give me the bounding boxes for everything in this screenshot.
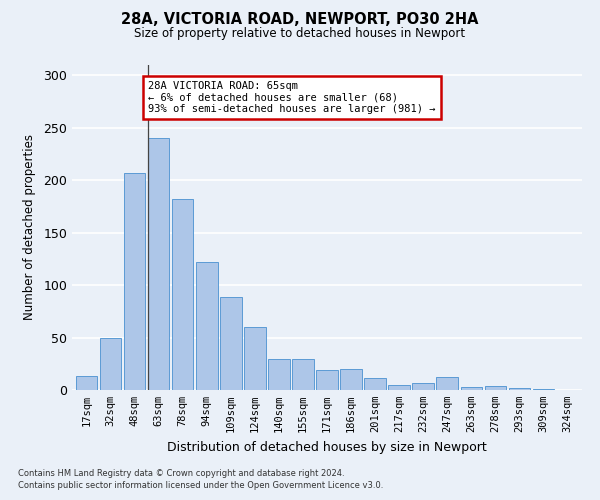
Bar [412,382,434,390]
Bar [100,338,121,390]
Bar [316,370,338,390]
Text: 28A VICTORIA ROAD: 65sqm
← 6% of detached houses are smaller (68)
93% of semi-de: 28A VICTORIA ROAD: 65sqm ← 6% of detache… [149,80,436,114]
Bar [292,358,314,390]
Bar [220,296,242,390]
X-axis label: Distribution of detached houses by size in Newport: Distribution of detached houses by size … [167,440,487,454]
Text: Size of property relative to detached houses in Newport: Size of property relative to detached ho… [134,28,466,40]
Bar [436,378,458,390]
Y-axis label: Number of detached properties: Number of detached properties [23,134,37,320]
Bar [388,385,410,390]
Bar [533,389,554,390]
Bar [148,138,169,390]
Bar [364,378,386,390]
Text: 28A, VICTORIA ROAD, NEWPORT, PO30 2HA: 28A, VICTORIA ROAD, NEWPORT, PO30 2HA [121,12,479,28]
Bar [340,369,362,390]
Text: Contains public sector information licensed under the Open Government Licence v3: Contains public sector information licen… [18,481,383,490]
Bar [172,199,193,390]
Bar [485,386,506,390]
Bar [196,262,218,390]
Bar [76,376,97,390]
Text: Contains HM Land Registry data © Crown copyright and database right 2024.: Contains HM Land Registry data © Crown c… [18,468,344,477]
Bar [268,358,290,390]
Bar [124,173,145,390]
Bar [461,387,482,390]
Bar [244,327,266,390]
Bar [509,388,530,390]
